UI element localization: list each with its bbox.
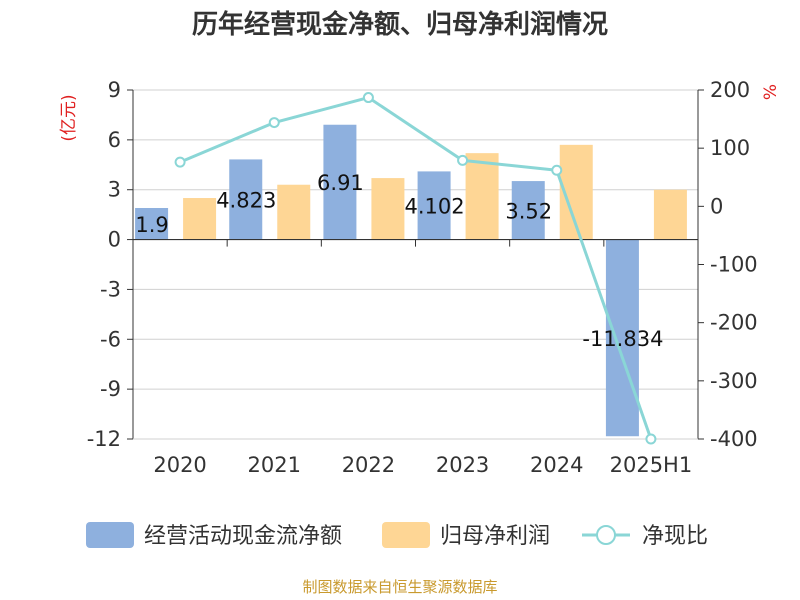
- right-axis-unit: %: [761, 84, 781, 100]
- cash-flow-data-label: -11.834: [582, 327, 663, 351]
- right-tick-label: 0: [710, 194, 723, 218]
- cash-flow-bar: [135, 207, 169, 240]
- category-label: 2024: [530, 453, 583, 477]
- left-tick-label: -12: [87, 427, 121, 451]
- net-profit-bar: [465, 153, 499, 240]
- cash-flow-bar: [229, 159, 263, 240]
- legend-label: 净现比: [642, 524, 708, 549]
- left-axis-unit: (亿元): [59, 94, 79, 141]
- cash-flow-data-label: 6.91: [317, 171, 364, 195]
- cash-flow-data-label: 4.102: [405, 194, 465, 218]
- cash-flow-bar: [323, 124, 357, 240]
- right-tick-label: -200: [710, 311, 758, 335]
- cash-flow-bar: [417, 171, 451, 240]
- left-tick-label: -3: [100, 277, 121, 301]
- left-tick-label: 9: [108, 78, 121, 102]
- category-label: 2025H1: [610, 453, 693, 477]
- ratio-point: [645, 433, 657, 445]
- category-label: 2020: [153, 453, 206, 477]
- ratio-point: [551, 164, 563, 176]
- category-label: 2021: [248, 453, 301, 477]
- legend-swatch: [86, 522, 134, 548]
- left-tick-label: 3: [108, 178, 121, 202]
- legend-label: 经营活动现金流净额: [144, 524, 342, 549]
- cash-flow-data-label: 1.9: [135, 213, 168, 237]
- right-tick-label: -100: [710, 253, 758, 277]
- left-tick-label: -6: [100, 327, 121, 351]
- net-profit-bar: [277, 184, 311, 240]
- net-profit-bar: [183, 198, 217, 240]
- cash-flow-data-label: 3.52: [505, 199, 552, 223]
- source-note: 制图数据来自恒生聚源数据库: [302, 578, 497, 596]
- right-tick-label: 100: [710, 136, 750, 160]
- ratio-line: [179, 96, 653, 440]
- cash-flow-bar: [511, 181, 545, 240]
- legend-label: 归母净利润: [440, 524, 550, 549]
- category-label: 2022: [342, 453, 395, 477]
- left-tick-label: 0: [108, 228, 121, 252]
- legend-swatch: [382, 522, 430, 548]
- legend-marker: [596, 525, 616, 545]
- cash-flow-data-label: 4.823: [216, 188, 276, 212]
- ratio-point: [268, 117, 280, 129]
- ratio-point: [457, 154, 469, 166]
- right-tick-label: 200: [710, 78, 750, 102]
- left-tick-label: -9: [100, 377, 121, 401]
- category-label: 2023: [436, 453, 489, 477]
- ratio-line-layer: [174, 92, 657, 445]
- ratio-point: [362, 92, 374, 104]
- ratio-point: [174, 156, 186, 168]
- chart-title: 历年经营现金净额、归母净利润情况: [192, 9, 608, 40]
- right-tick-label: -300: [710, 369, 758, 393]
- data-labels: 1.9 4.823 6.91 4.102 3.52 -11.834: [135, 171, 663, 351]
- axes: 9 6 3 0 -3 -6 -9 -12 200 100 0 -100 -200 -300 -400 2020…: [87, 78, 758, 477]
- net-profit-bar: [653, 189, 687, 240]
- net-profit-bar: [371, 178, 405, 240]
- right-tick-label: -400: [710, 427, 758, 451]
- left-tick-label: 6: [108, 128, 121, 152]
- cash-flow-bar: [605, 239, 639, 437]
- legend: 经营活动现金流净额 归母净利润 净现比: [86, 522, 708, 549]
